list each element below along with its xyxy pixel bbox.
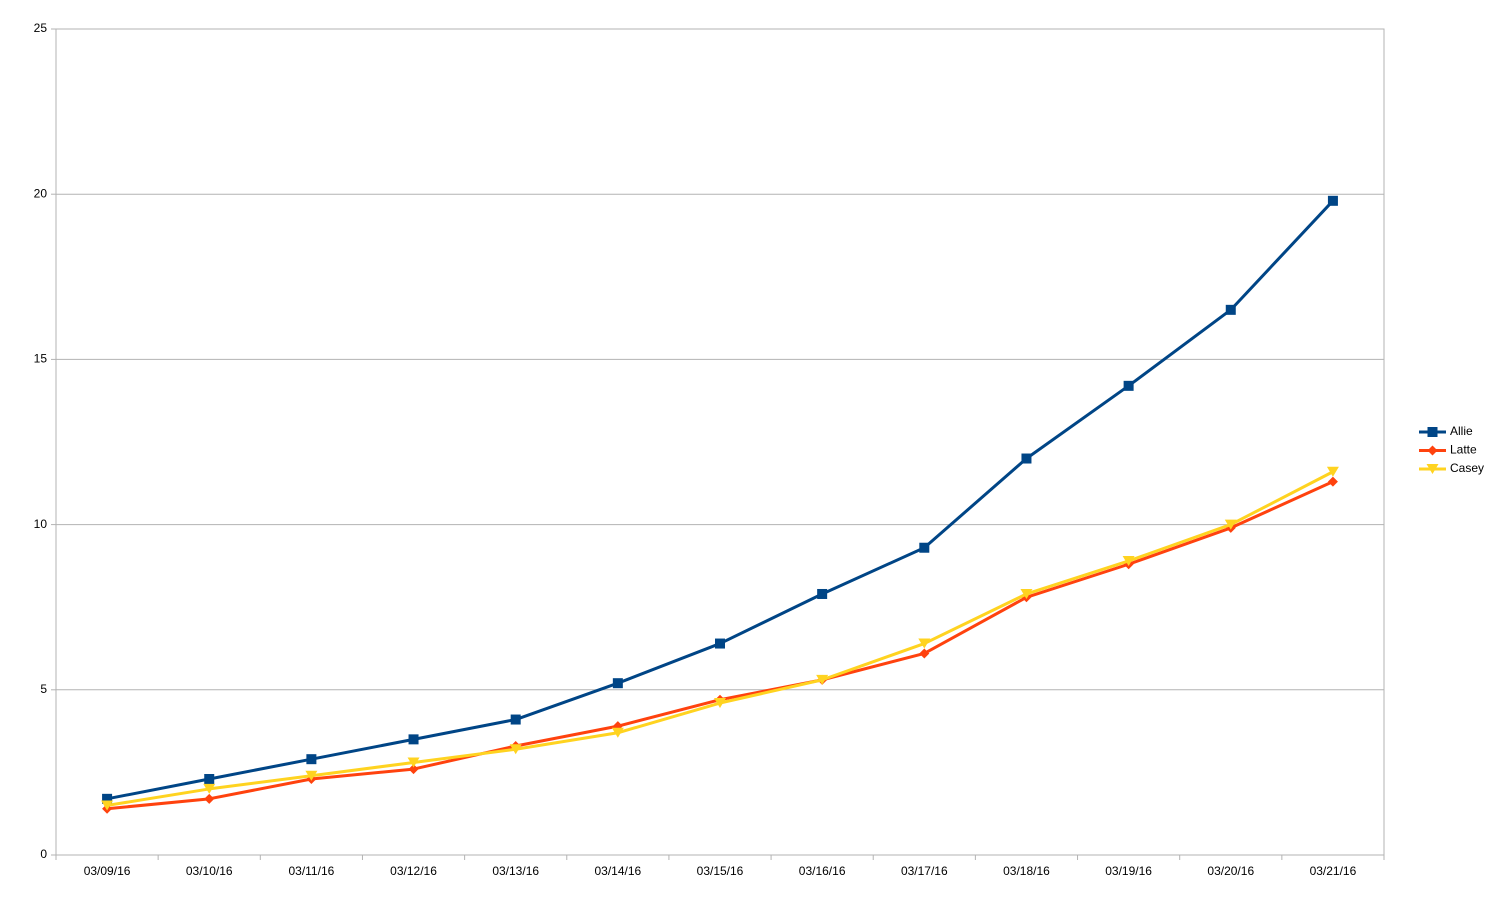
point	[714, 698, 726, 709]
point	[1021, 453, 1032, 464]
legend-label: Allie	[1450, 424, 1473, 438]
point	[918, 638, 931, 649]
point	[611, 727, 624, 738]
point	[1224, 519, 1237, 530]
legend-marker	[1426, 464, 1439, 474]
point	[509, 744, 522, 755]
point	[715, 638, 725, 649]
point	[408, 734, 419, 745]
y-tick-label: 5	[40, 682, 47, 696]
point	[408, 764, 419, 775]
x-tick-label: 03/20/16	[1207, 864, 1254, 878]
point	[816, 674, 829, 685]
point	[919, 542, 930, 553]
legend-label: Casey	[1450, 461, 1484, 475]
x-tick-label: 03/15/16	[697, 864, 744, 878]
point	[101, 800, 114, 811]
x-tick-label: 03/19/16	[1105, 864, 1152, 878]
x-tick-label: 03/16/16	[799, 864, 846, 878]
point	[204, 774, 215, 785]
y-tick-label: 10	[34, 517, 48, 531]
point	[1326, 466, 1339, 477]
x-tick-label: 03/12/16	[390, 864, 437, 878]
point	[919, 648, 930, 659]
legend-marker	[1427, 445, 1438, 456]
point	[407, 757, 420, 768]
point	[510, 714, 521, 725]
x-tick-label: 03/11/16	[288, 864, 334, 878]
point	[1327, 195, 1338, 206]
x-tick-label: 03/09/16	[84, 864, 131, 878]
point	[204, 793, 215, 804]
point	[1020, 588, 1033, 599]
y-tick-label: 15	[34, 352, 48, 366]
point	[612, 678, 623, 689]
y-tick-label: 0	[40, 847, 47, 861]
legend-marker	[1427, 427, 1438, 437]
point	[1122, 555, 1135, 566]
x-tick-label: 03/13/16	[492, 864, 539, 878]
point	[1225, 304, 1236, 315]
x-tick-label: 03/18/16	[1003, 864, 1050, 878]
point	[1327, 476, 1338, 487]
series-line	[106, 199, 1335, 801]
point	[1123, 380, 1134, 391]
legend-label: Latte	[1450, 443, 1477, 457]
y-tick-label: 25	[34, 21, 48, 35]
point	[305, 770, 318, 781]
plot-area	[55, 28, 1385, 856]
point	[203, 783, 216, 794]
point	[306, 754, 317, 765]
x-tick-label: 03/10/16	[186, 864, 233, 878]
x-tick-label: 03/14/16	[594, 864, 641, 878]
y-tick-label: 20	[34, 186, 48, 200]
x-tick-label: 03/21/16	[1310, 864, 1357, 878]
x-tick-label: 03/17/16	[901, 864, 948, 878]
point	[817, 588, 828, 599]
point	[102, 793, 113, 804]
